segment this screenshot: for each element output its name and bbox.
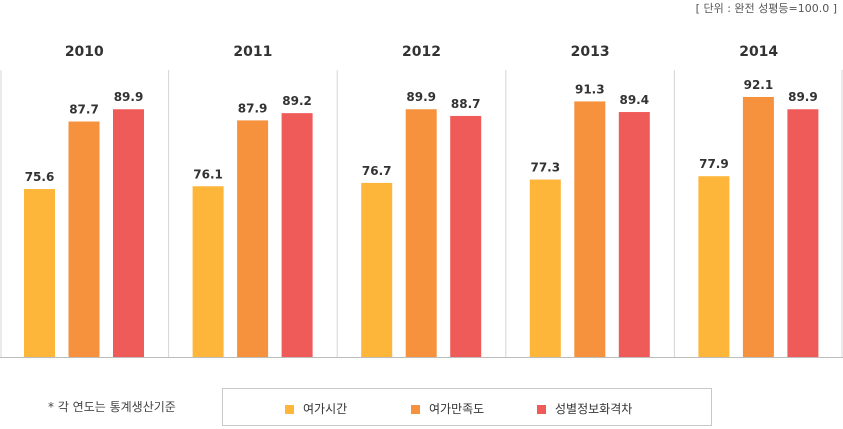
data-label-2012-series-2: 89.9	[406, 90, 436, 104]
data-label-2010-series-3: 89.9	[114, 90, 144, 104]
data-label-2010-series-2: 87.7	[69, 103, 99, 117]
bar-2011-series-2	[237, 120, 269, 358]
data-label-2013-series-2: 91.3	[575, 82, 605, 96]
legend-item-digital-divide: 성별정보화격차	[537, 400, 632, 417]
legend-label-digital-divide: 성별정보화격차	[555, 402, 633, 416]
bar-2013-series-2	[574, 101, 606, 357]
data-label-2014-series-3: 89.9	[788, 90, 818, 104]
data-label-2011-series-1: 76.1	[193, 167, 223, 181]
data-label-2014-series-1: 77.9	[699, 157, 729, 171]
data-label-2014-series-2: 92.1	[744, 78, 774, 92]
data-label-2011-series-3: 89.2	[282, 94, 312, 108]
data-label-2012-series-3: 88.7	[451, 97, 481, 111]
legend-swatch-digital-divide	[537, 405, 546, 414]
bar-2012-series-1	[361, 182, 393, 357]
unit-note: [ 단위 : 완전 성평등=100.0 ]	[695, 2, 837, 15]
bar-2011-series-3	[281, 113, 313, 358]
bar-2014-series-3	[787, 109, 819, 357]
legend-item-leisure-time: 여가시간	[285, 400, 347, 417]
legend-label-leisure-time: 여가시간	[303, 402, 348, 416]
year-label-2010: 2010	[65, 44, 104, 60]
legend-item-leisure-satisfaction: 여가만족도	[411, 400, 484, 417]
bar-2012-series-2	[405, 109, 437, 357]
legend-swatch-leisure-satisfaction	[411, 405, 420, 414]
year-label-2011: 2011	[233, 44, 272, 60]
year-label-2013: 2013	[571, 44, 610, 60]
bar-2012-series-3	[450, 115, 482, 357]
bar-2013-series-1	[529, 179, 561, 357]
year-label-2014: 2014	[739, 44, 778, 60]
bar-2010-series-1	[24, 189, 55, 357]
data-label-2010-series-1: 75.6	[25, 170, 55, 184]
data-label-2013-series-3: 89.4	[619, 93, 649, 107]
data-label-2011-series-2: 87.9	[238, 101, 268, 115]
bar-2013-series-3	[618, 112, 650, 358]
data-label-2012-series-1: 76.7	[362, 164, 392, 178]
bar-2014-series-2	[742, 96, 774, 358]
legend-label-leisure-satisfaction: 여가만족도	[429, 402, 485, 416]
bar-2010-series-3	[113, 109, 144, 357]
year-label-2012: 2012	[402, 44, 441, 60]
bar-2010-series-2	[68, 121, 100, 357]
bar-2014-series-1	[698, 176, 730, 357]
legend: 여가시간 여가만족도 성별정보화격차	[222, 388, 712, 426]
bar-2011-series-1	[192, 186, 224, 357]
footnote: * 각 연도는 통계생산기준	[48, 400, 176, 414]
data-label-2013-series-1: 77.3	[530, 161, 560, 175]
legend-swatch-leisure-time	[285, 405, 294, 414]
bar-chart: 2010 75.6 87.7 89.9 2011 76.1 87.9 89.2 2012 76.7…	[0, 44, 843, 358]
